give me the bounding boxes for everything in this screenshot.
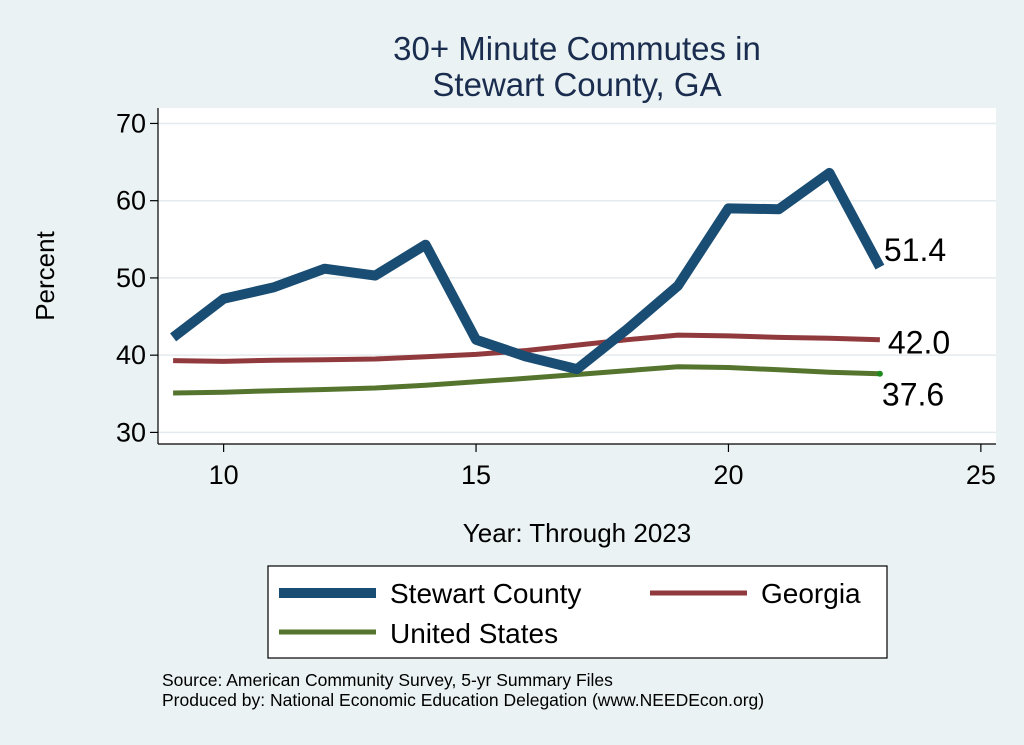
y-tick-label: 60 (116, 186, 146, 216)
y-axis-label: Percent (30, 230, 60, 320)
y-tick-label: 40 (116, 340, 146, 370)
x-tick-label: 15 (461, 460, 491, 490)
chart-title-line-2: Stewart County, GA (432, 66, 721, 103)
legend-box (267, 565, 888, 659)
legend-label-georgia: Georgia (761, 578, 861, 609)
producer-note: Produced by: National Economic Education… (162, 690, 764, 710)
source-note: Source: American Community Survey, 5-yr … (162, 670, 613, 690)
y-tick-label: 50 (116, 263, 146, 293)
plot-area (158, 108, 996, 444)
y-tick-label: 70 (116, 108, 146, 138)
end-labels: 51.4 42.0 37.6 (876, 232, 950, 413)
legend-label-united-states: United States (390, 618, 558, 649)
x-tick-label: 25 (966, 460, 996, 490)
legend: Stewart County Georgia United States (267, 565, 888, 659)
y-axis: 30 40 50 60 70 (116, 108, 159, 447)
x-tick-label: 20 (713, 460, 743, 490)
y-tick-label: 30 (116, 417, 146, 447)
end-value-label: 51.4 (884, 232, 946, 268)
series-lines (170, 167, 885, 396)
legend-label-stewart-county: Stewart County (390, 578, 581, 609)
end-value-label: 37.6 (882, 377, 944, 413)
chart-title-line-1: 30+ Minute Commutes in (393, 30, 761, 67)
end-marker (876, 370, 883, 377)
x-axis: 10 15 20 25 (158, 443, 996, 490)
series-line-stewart-county (170, 167, 885, 375)
end-value-label: 42.0 (888, 325, 950, 361)
x-tick-label: 10 (209, 460, 239, 490)
x-axis-label: Year: Through 2023 (463, 518, 691, 548)
series-line-georgia (173, 332, 880, 364)
series-line-united-states (173, 364, 880, 396)
